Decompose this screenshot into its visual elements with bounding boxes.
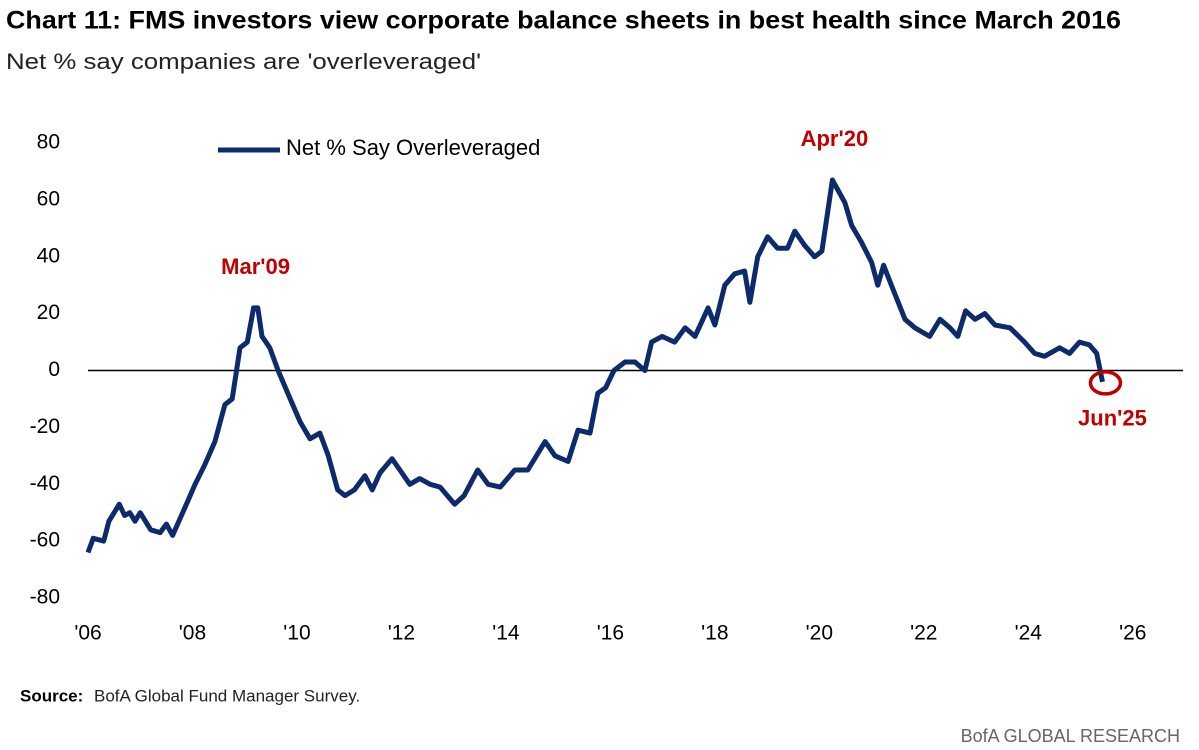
x-tick-label: '26 [1119,622,1146,645]
x-tick-label: '18 [701,622,728,645]
x-tick-label: '24 [1015,622,1043,645]
x-tick-label: '22 [910,622,937,645]
y-tick-label: 20 [37,301,60,324]
data-line [85,177,1105,554]
y-tick-label: 40 [37,244,60,267]
source: BofA Global Fund Manager Survey. [94,686,360,705]
annotation: Mar'09 [221,254,290,279]
legend-label: Net % Say Overleveraged [286,135,540,160]
x-tick-label: '08 [179,622,206,645]
x-tick-label: '16 [597,622,624,645]
annotation: Jun'25 [1078,406,1147,431]
y-tick-label: -80 [30,586,60,609]
x-tick-label: '06 [74,622,101,645]
branding: BofA GLOBAL RESEARCH [961,726,1180,746]
y-tick-label: 0 [48,358,60,381]
x-tick-label: '14 [492,622,520,645]
source-label: Source: [20,686,83,705]
y-tick-label: -60 [30,529,60,552]
x-tick-label: '20 [806,622,833,645]
x-tick-label: '12 [388,622,415,645]
y-tick-label: -40 [30,472,60,495]
x-tick-label: '10 [283,622,310,645]
y-tick-label: 80 [37,131,60,154]
y-tick-label: -20 [30,415,60,438]
chart-title: Chart 11: FMS investors view corporate b… [6,7,1121,35]
annotation: Apr'20 [801,126,869,151]
annotation-circle [1088,370,1123,396]
y-tick-label: 60 [37,187,60,210]
chart-subtitle: Net % say companies are 'overleveraged' [6,49,481,74]
